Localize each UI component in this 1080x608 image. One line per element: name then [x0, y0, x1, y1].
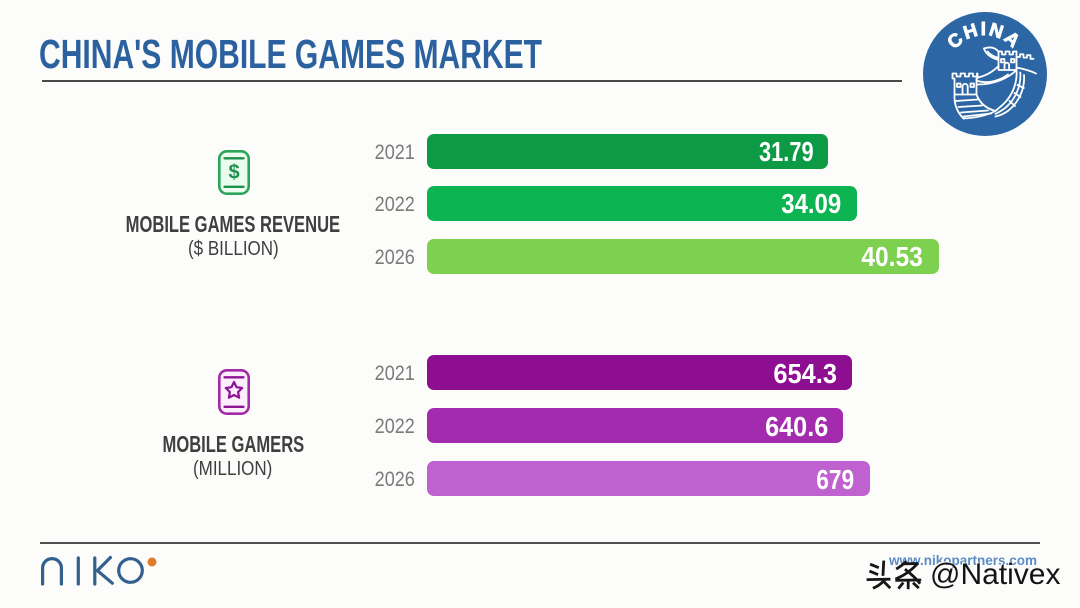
- svg-text:$: $: [228, 162, 239, 184]
